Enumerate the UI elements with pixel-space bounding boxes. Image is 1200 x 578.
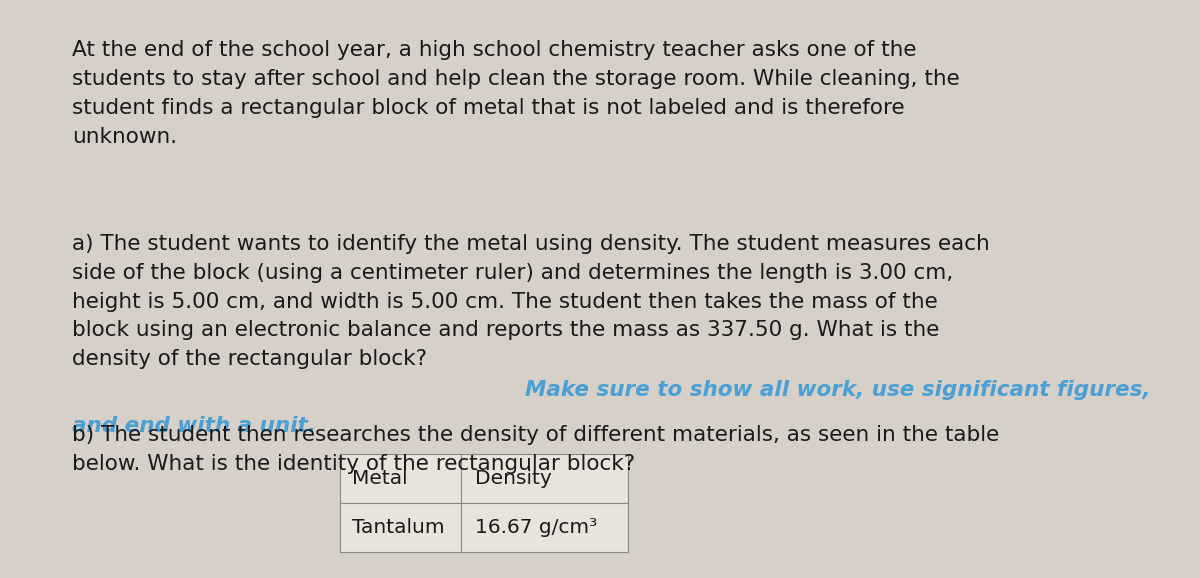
Text: and end with a unit.: and end with a unit. — [72, 416, 316, 436]
Text: a) The student wants to identify the metal using density. The student measures e: a) The student wants to identify the met… — [72, 234, 990, 369]
Text: Density: Density — [474, 469, 551, 488]
Text: Tantalum: Tantalum — [352, 518, 445, 537]
Text: 16.67 g/cm³: 16.67 g/cm³ — [474, 518, 596, 537]
FancyBboxPatch shape — [461, 454, 629, 503]
Text: b) The student then researches the density of different materials, as seen in th: b) The student then researches the densi… — [72, 425, 1000, 473]
Text: Metal: Metal — [352, 469, 408, 488]
FancyBboxPatch shape — [340, 454, 461, 503]
FancyBboxPatch shape — [461, 503, 629, 552]
Text: Make sure to show all work, use significant figures,: Make sure to show all work, use signific… — [526, 380, 1151, 400]
Text: At the end of the school year, a high school chemistry teacher asks one of the
s: At the end of the school year, a high sc… — [72, 40, 960, 147]
FancyBboxPatch shape — [340, 503, 461, 552]
